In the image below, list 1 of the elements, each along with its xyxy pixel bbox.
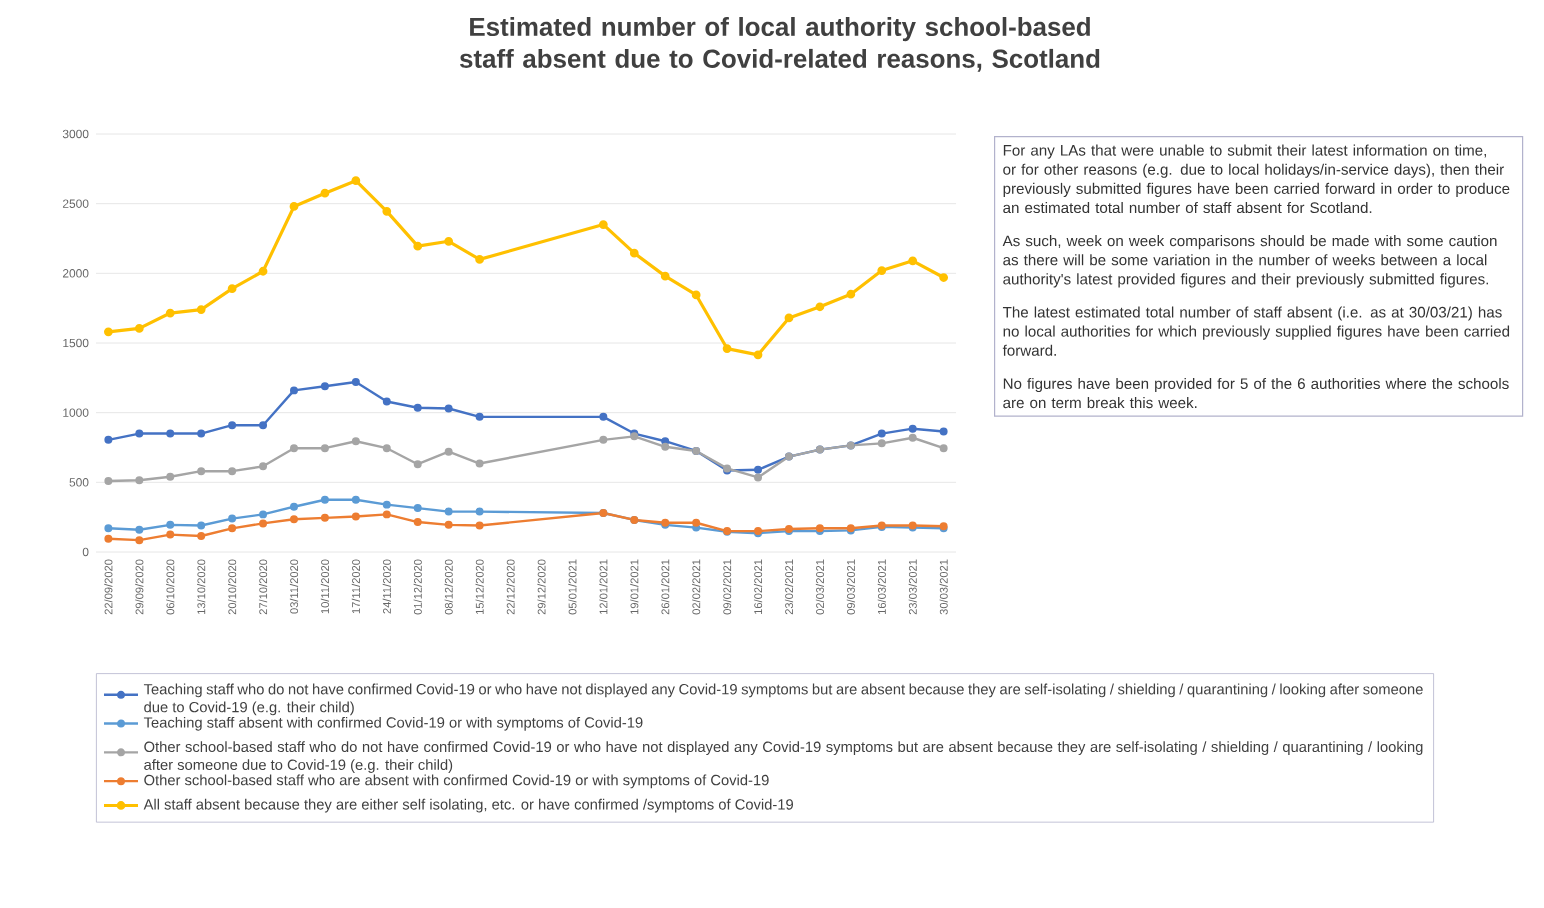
chart-title: Estimated number of local authority school-based staff absent due to Covid-related reasons, Scotland bbox=[459, 17, 1100, 72]
